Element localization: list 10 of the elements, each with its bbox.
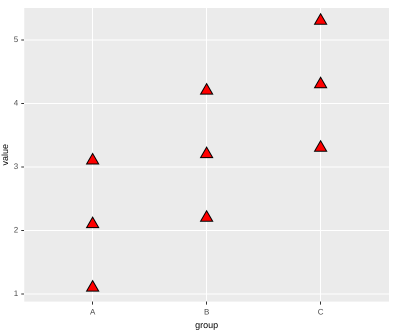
x-tick-label: B	[204, 308, 210, 317]
y-axis-title: value	[0, 144, 10, 166]
y-tick-label: 3	[14, 162, 19, 172]
y-tick-label: 1	[14, 289, 19, 298]
x-tick-label: C	[318, 308, 324, 317]
y-tick-label: 4	[14, 98, 19, 108]
y-tick-label: 5	[14, 34, 19, 44]
x-tick-label: A	[90, 308, 96, 317]
x-axis-title: group	[195, 320, 218, 330]
y-tick-label: 2	[14, 226, 19, 235]
